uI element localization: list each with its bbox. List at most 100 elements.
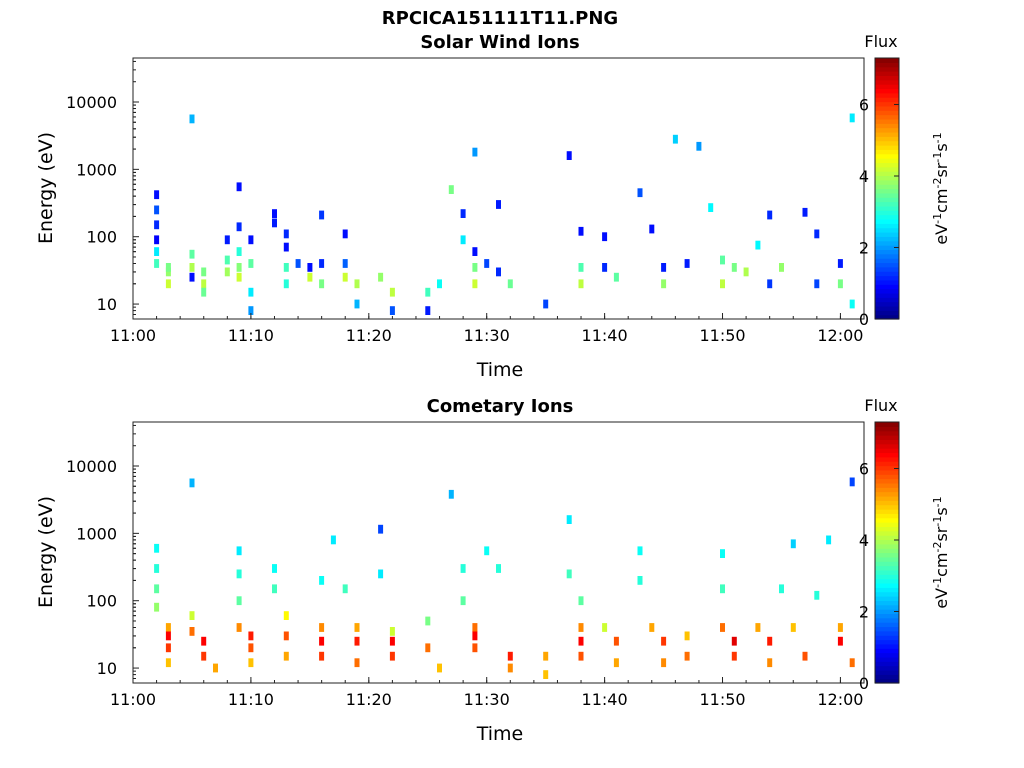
heatmap-cell [189,478,195,488]
colorbar-segment [875,443,899,449]
heatmap-cell [165,623,171,632]
heatmap-cell [720,255,725,265]
colorbar-segment [875,487,899,493]
colorbar-title: Flux [864,396,897,415]
colorbar-segment [875,88,899,94]
x-tick-label: 12:00 [817,326,863,345]
heatmap-cell [837,623,843,632]
heatmap-cell [354,279,360,289]
colorbar-segment [875,205,899,211]
x-tick-label: 11:00 [110,326,156,345]
colorbar-segment [875,582,899,588]
heatmap-cell [613,636,619,646]
colorbar-segment [875,114,899,120]
colorbar-segment [875,661,899,667]
colorbar-segment [875,227,899,233]
colorbar-segment [875,622,899,628]
heatmap-cell [720,549,725,558]
colorbar-tick-label: 4 [859,531,869,550]
x-axis-label: Time [476,359,524,381]
heatmap-cell [684,631,690,641]
colorbar-segment [875,175,899,181]
plot-area [133,58,864,319]
colorbar-segment [875,500,899,506]
colorbar-segment [875,656,899,662]
plot-frame [132,421,865,684]
colorbar-segment [875,218,899,224]
x-tick-label: 11:40 [582,326,628,345]
heatmap-cell [578,226,584,236]
colorbar-segment [875,188,899,194]
heatmap-cell [378,524,384,534]
y-tick-label: 100 [86,228,117,247]
heatmap-cell [154,190,160,200]
colorbar-segment [875,149,899,155]
colorbar-segment [875,439,899,445]
heatmap-cell [236,272,242,282]
heatmap-cell [307,272,313,282]
heatmap-cell [484,259,490,268]
heatmap-cell [496,564,501,573]
heatmap-cell [578,263,584,272]
heatmap-cell [472,623,478,632]
colorbar-segment [875,495,899,501]
colorbar-segment [875,565,899,571]
heatmap-cell [437,663,442,673]
colorbar-segment [875,530,899,536]
heatmap-cell [496,200,501,209]
colorbar-unit-label: eV-1cm-2sr-1s-1 [931,496,951,608]
heatmap-cell [566,569,572,579]
colorbar-segment [875,669,899,675]
colorbar-segment [875,197,899,203]
heatmap-cell [248,235,254,245]
heatmap-cell [236,623,242,632]
colorbar-segment [875,314,899,320]
heatmap-cell [389,651,395,661]
colorbar-segment [875,166,899,172]
heatmap-cell [460,596,466,606]
colorbar-segment [875,509,899,514]
heatmap-cell [460,209,466,218]
panel-solar-wind: Solar Wind Ions 11:00 11:10 11:20 11:30 11:4… [35,32,951,381]
colorbar-segment [875,105,899,111]
heatmap-cell [248,658,254,668]
heatmap-cell [661,279,667,289]
heatmap-cell [201,636,207,646]
heatmap-cell [708,203,714,212]
heatmap-cell [637,576,643,585]
colorbar-segment [875,240,899,246]
colorbar-segment [875,569,899,575]
heatmap-cell [425,643,431,653]
y-axis-label: Energy (eV) [35,132,57,244]
heatmap-cell [637,188,643,198]
colorbar-segment [875,284,899,290]
colorbar-segment [875,171,899,177]
colorbar-segment [875,75,899,81]
heatmap-cell [165,263,171,272]
colorbar-segment [875,127,899,133]
heatmap-cell [484,546,490,556]
colorbar-segment [875,253,899,259]
heatmap-cell [283,263,289,272]
heatmap-cell [154,205,160,215]
heatmap-cell [472,147,478,157]
panel-cometary: Cometary Ions 11:00 11:10 11:20 11:30 11:40 1… [35,396,951,745]
colorbar-segment [875,140,899,146]
colorbar-segment [875,131,899,137]
heatmap-cell [720,279,725,289]
panel-title: Cometary Ions [427,396,574,417]
heatmap-cell [378,272,384,282]
heatmap-cell [790,623,796,632]
colorbar-segment [875,461,899,467]
colorbar-segment [875,153,899,159]
colorbar-segment [875,271,899,277]
heatmap-cell [578,636,584,646]
plot-frame [132,57,865,320]
heatmap-cell [354,623,360,632]
heatmap-cell [236,263,242,272]
heatmap-cells [154,113,855,315]
colorbar-frame [874,57,900,320]
heatmap-cell [154,259,160,268]
heatmap-cell [849,113,855,123]
heatmap-cell [814,590,820,600]
